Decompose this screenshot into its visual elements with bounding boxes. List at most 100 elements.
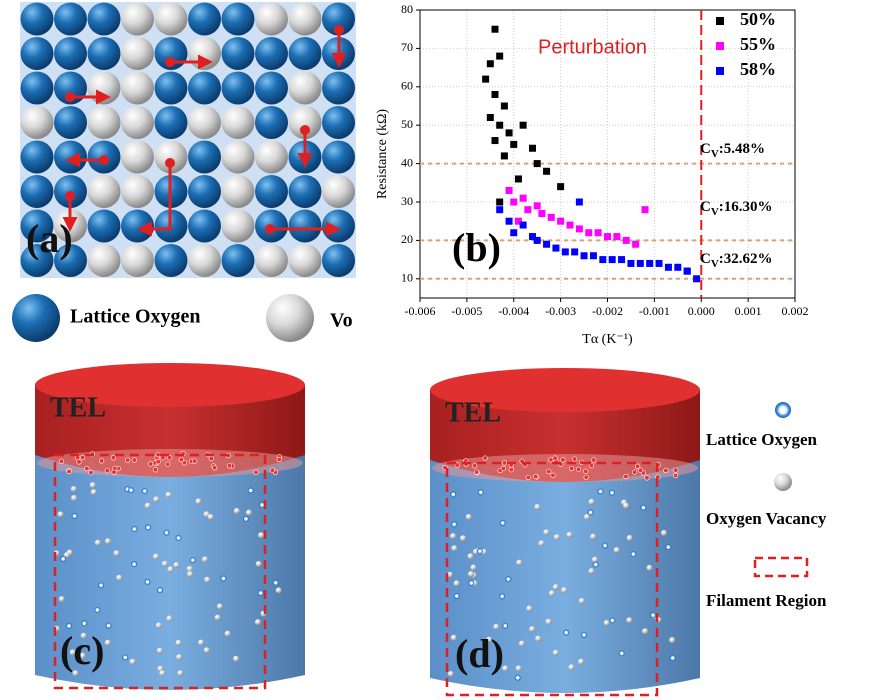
point [534, 237, 541, 244]
interface-ion [572, 457, 577, 462]
vacancy [626, 617, 632, 623]
vacancy [173, 562, 179, 568]
lattice-oxygen [248, 488, 254, 494]
vacancy [187, 566, 193, 572]
interface-ion [254, 470, 259, 475]
interface-ion [526, 475, 531, 480]
lattice-oxygen [502, 623, 508, 629]
lattice-oxygen [500, 520, 506, 526]
vacancy [460, 535, 466, 541]
point [674, 264, 681, 271]
panel-a-label: (a) [26, 216, 73, 261]
vacancy [202, 556, 208, 562]
vacancy [322, 175, 355, 208]
lattice-oxygen [88, 37, 121, 70]
vacancy [121, 106, 154, 139]
cv-symbol: C [700, 251, 711, 267]
point [520, 195, 527, 202]
interface-ion [89, 470, 94, 475]
panel-b-label: (b) [452, 225, 501, 270]
lattice-oxygen [640, 505, 646, 511]
point [496, 122, 503, 129]
y-axis-label: Resistance (kΩ) [375, 109, 390, 199]
point [510, 229, 517, 236]
lattice-oxygen [322, 72, 355, 105]
point [538, 210, 545, 217]
vacancy [448, 671, 454, 677]
interface-ion [132, 458, 137, 463]
point [510, 141, 517, 148]
lattice-oxygen [255, 72, 288, 105]
vacancy [176, 654, 182, 660]
interface-ion [645, 476, 650, 481]
lattice-oxygen [593, 562, 599, 568]
lattice-oxygen [54, 106, 87, 139]
point [506, 129, 513, 136]
lattice-oxygen [21, 175, 54, 208]
lattice-oxygen [289, 37, 322, 70]
lattice-oxygen [222, 244, 255, 277]
interface-ion [472, 464, 477, 469]
legend-swatch [716, 67, 724, 75]
x-tick-label: -0.004 [498, 304, 529, 318]
vacancy [623, 503, 629, 509]
interface-ion [569, 466, 574, 471]
lattice-oxygen [155, 244, 188, 277]
interface-ion [148, 462, 153, 467]
vacancy [516, 665, 522, 671]
lattice-oxygen [21, 37, 54, 70]
vacancy [222, 175, 255, 208]
y-tick-label: 20 [401, 232, 413, 246]
interface-ion [632, 470, 637, 475]
point [543, 241, 550, 248]
vacancy [647, 565, 653, 571]
lattice-oxygen [131, 561, 137, 567]
cv-text: :5.48% [719, 141, 765, 157]
lattice-oxygen [243, 516, 249, 522]
cv-sub: V [711, 258, 719, 270]
lattice-oxygen [81, 620, 87, 626]
legend-label: 58% [740, 59, 776, 79]
vacancy [95, 540, 101, 546]
vacancy [105, 538, 111, 544]
lattice-oxygen [222, 3, 255, 36]
interface-ion [125, 458, 130, 463]
vacancy [255, 244, 288, 277]
point [637, 260, 644, 267]
lattice-oxygen [665, 544, 671, 550]
vacancy [196, 498, 202, 504]
vacancy [579, 598, 585, 604]
vacancy [493, 624, 499, 630]
lattice-oxygen [54, 37, 87, 70]
legend-vacancy-text: Oxygen Vacancy [706, 509, 827, 528]
vacancy [162, 561, 168, 567]
vacancy [222, 210, 255, 243]
lattice-oxygen [188, 175, 221, 208]
panel-label: (d) [455, 631, 504, 676]
x-tick-label: 0.000 [688, 304, 715, 318]
point [548, 214, 555, 221]
lattice-oxygen [630, 551, 636, 557]
panel-d: TEL(d) [430, 368, 700, 695]
vacancy [466, 514, 472, 520]
vacancy [258, 532, 264, 538]
legend-swatch [716, 17, 724, 25]
interface-ion [474, 470, 479, 475]
vacancy [468, 571, 474, 577]
x-tick-label: -0.003 [545, 304, 576, 318]
panel-c: TEL(c) [35, 363, 305, 690]
point [571, 248, 578, 255]
vacancy [468, 553, 474, 559]
lattice-oxygen [188, 210, 221, 243]
vacancy [88, 175, 121, 208]
interface-ion [212, 465, 217, 470]
vacancy [156, 622, 162, 628]
vacancy [289, 3, 322, 36]
point [492, 91, 499, 98]
interface-ion [111, 455, 116, 460]
lattice-oxygen [322, 244, 355, 277]
x-tick-label: -0.005 [451, 304, 482, 318]
vacancy [246, 510, 252, 516]
vacancy [204, 577, 210, 583]
cv-label: CV:5.48% [700, 141, 765, 159]
